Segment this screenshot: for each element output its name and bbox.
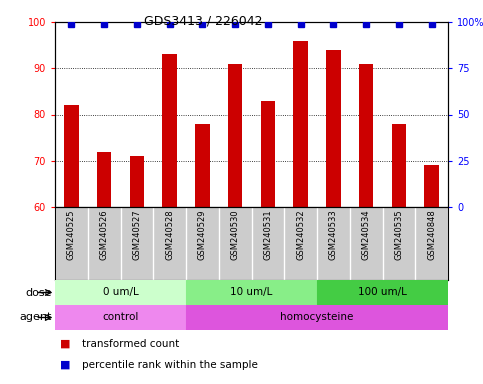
Text: GSM240534: GSM240534 [362,209,370,260]
Bar [129,156,144,207]
Text: GSM240525: GSM240525 [67,209,76,260]
Text: GSM240526: GSM240526 [99,209,109,260]
Bar [293,40,308,207]
Text: control: control [102,313,139,323]
Bar [359,64,373,207]
Text: GSM240528: GSM240528 [165,209,174,260]
Bar [228,64,242,207]
Bar [260,101,275,207]
Text: dose: dose [25,288,52,298]
Text: 0 um/L: 0 um/L [102,288,138,298]
Text: 10 um/L: 10 um/L [230,288,273,298]
Text: GSM240533: GSM240533 [329,209,338,260]
Text: GSM240531: GSM240531 [263,209,272,260]
Text: GSM240535: GSM240535 [395,209,403,260]
Bar [326,50,341,207]
Text: homocysteine: homocysteine [280,313,354,323]
Bar [162,55,177,207]
Bar [186,305,448,330]
Bar [317,280,448,305]
Bar [97,152,112,207]
Text: GSM240529: GSM240529 [198,209,207,260]
Bar [64,105,79,207]
Text: ■: ■ [60,339,74,349]
Text: percentile rank within the sample: percentile rank within the sample [82,360,257,370]
Text: transformed count: transformed count [82,339,179,349]
Bar [55,305,186,330]
Text: GSM240530: GSM240530 [230,209,240,260]
Bar [392,124,406,207]
Bar [195,124,210,207]
Text: 100 um/L: 100 um/L [358,288,407,298]
Bar [55,280,186,305]
Bar [186,280,317,305]
Text: GDS3413 / 226042: GDS3413 / 226042 [143,15,262,28]
Text: GSM240527: GSM240527 [132,209,142,260]
Text: GSM240848: GSM240848 [427,209,436,260]
Text: agent: agent [19,313,52,323]
Text: ■: ■ [60,360,74,370]
Text: GSM240532: GSM240532 [296,209,305,260]
Bar [424,166,439,207]
